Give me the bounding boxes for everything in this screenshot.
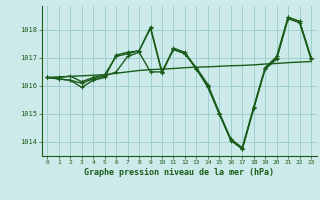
- X-axis label: Graphe pression niveau de la mer (hPa): Graphe pression niveau de la mer (hPa): [84, 168, 274, 177]
